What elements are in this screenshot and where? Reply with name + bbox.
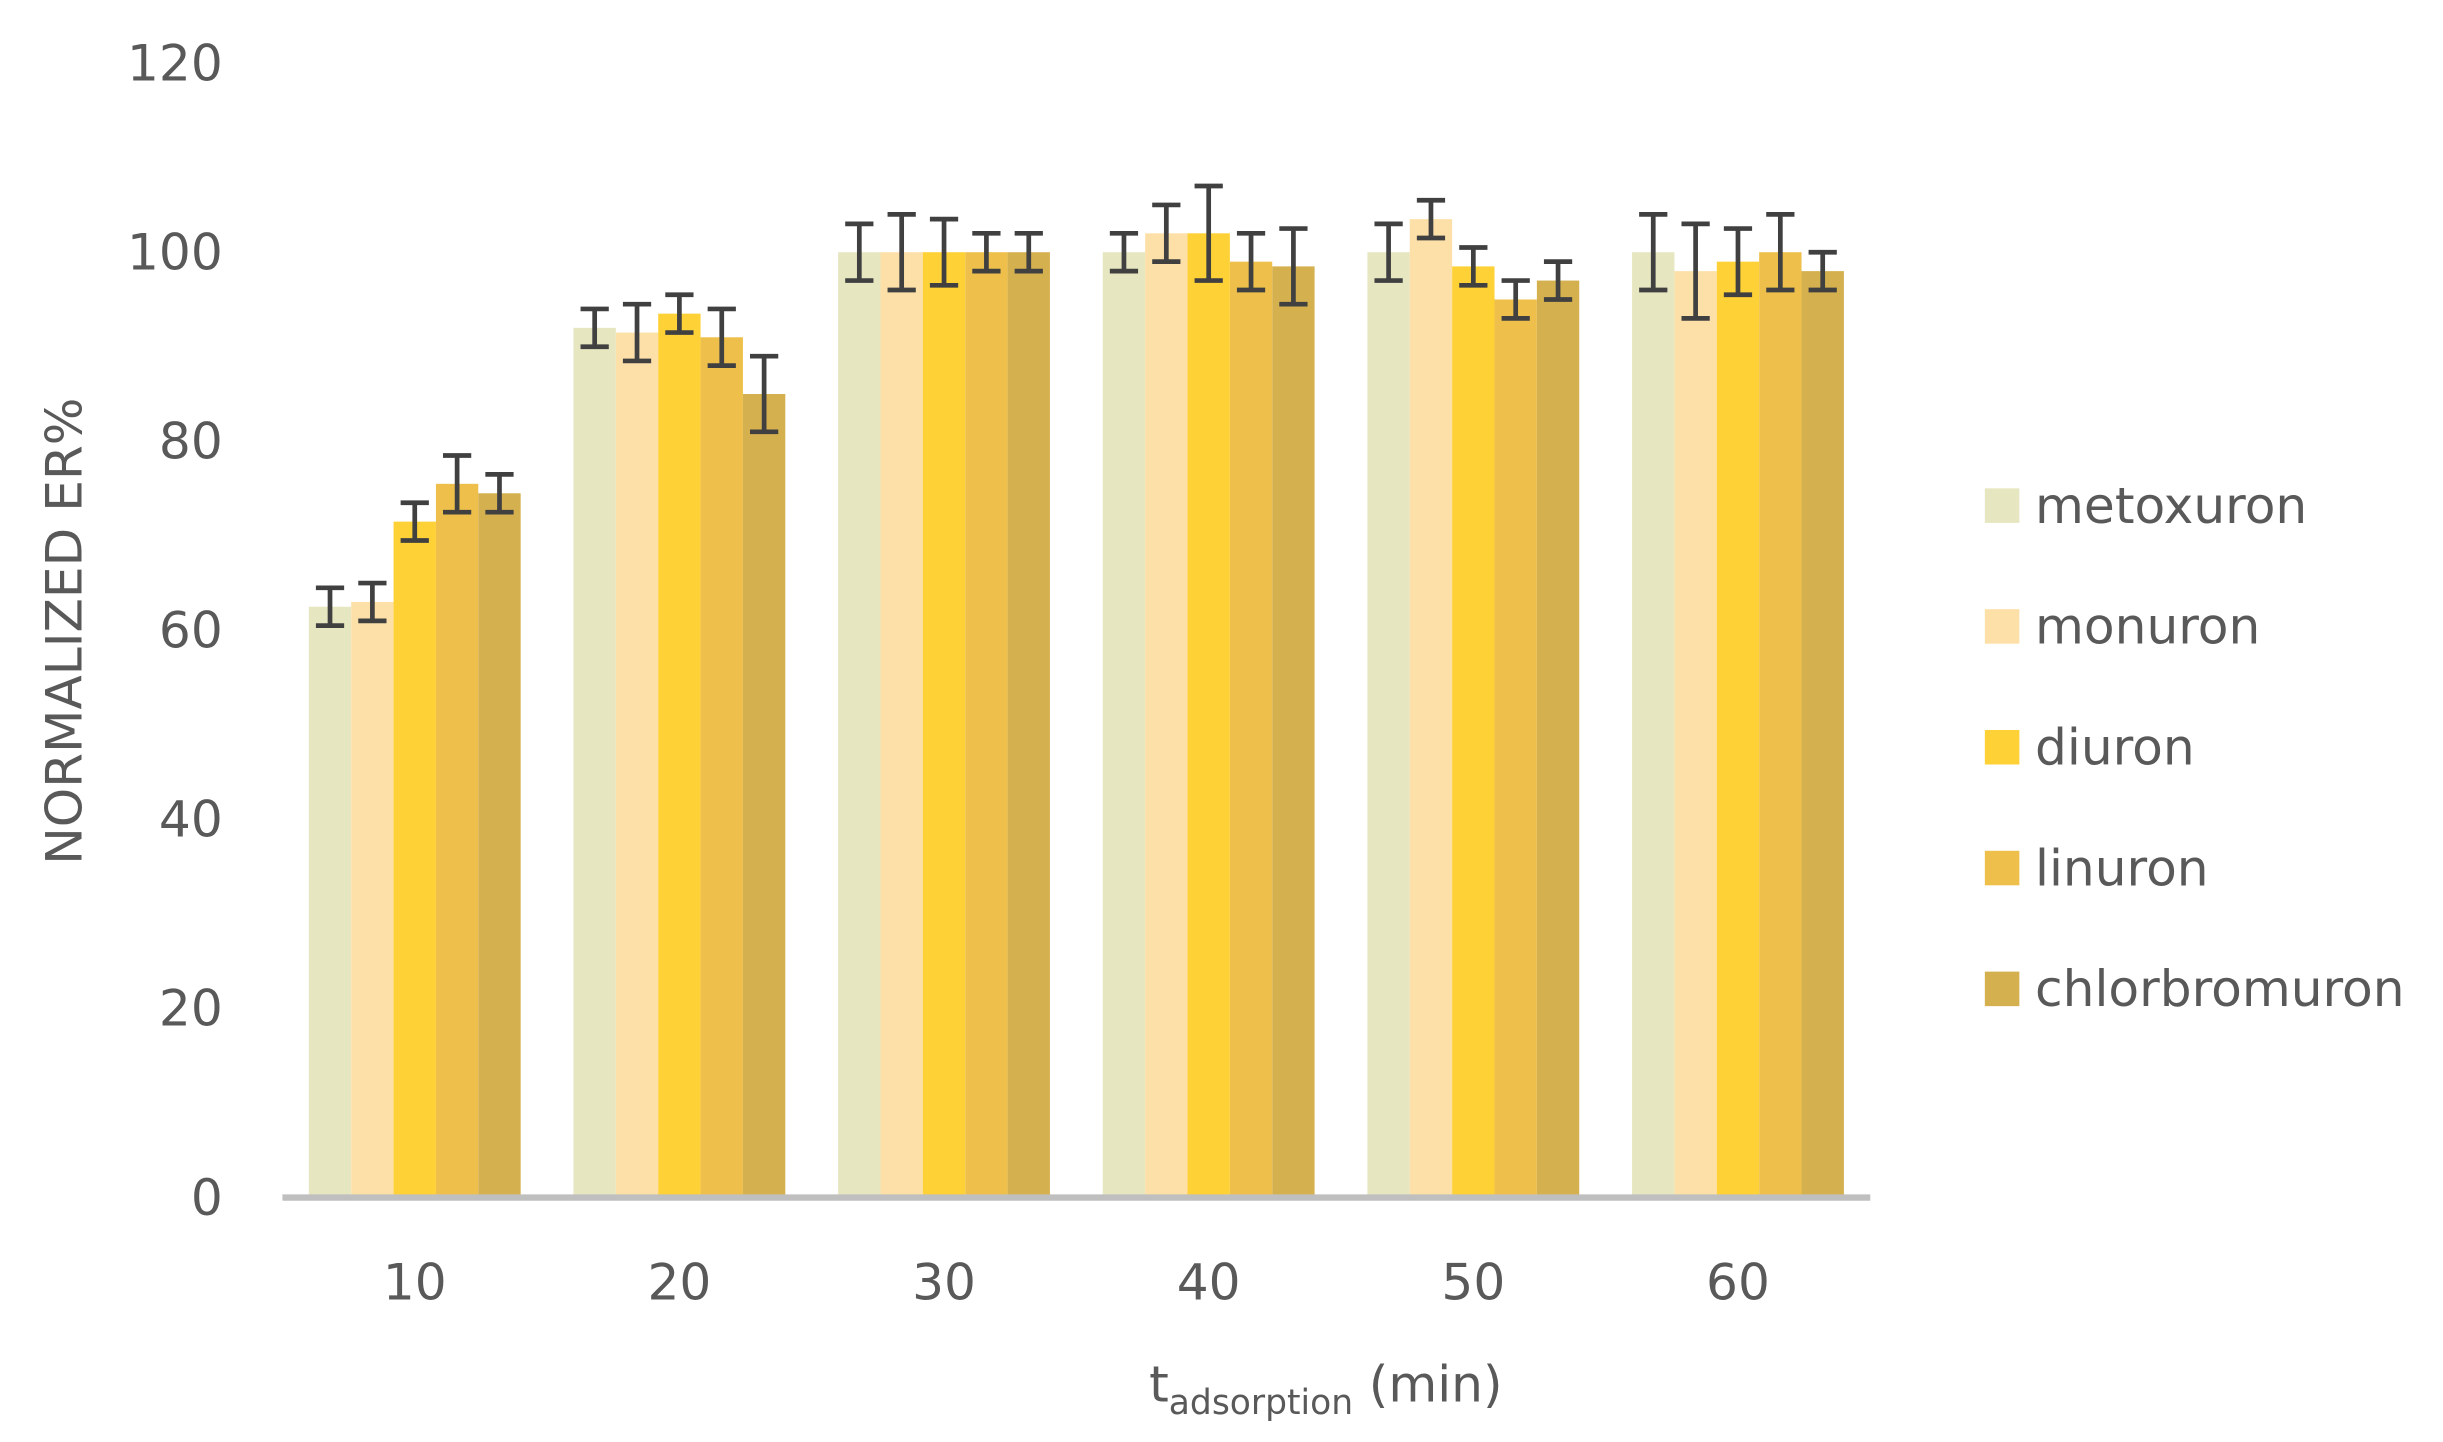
error-bar (750, 353, 779, 435)
x-tick-label: 40 (1177, 1253, 1241, 1312)
error-bar (400, 500, 429, 543)
y-tick-label: 20 (159, 979, 223, 1038)
legend-swatch (1984, 971, 2020, 1007)
error-bar (485, 472, 514, 515)
error-bar (358, 580, 387, 624)
bar (1494, 299, 1537, 1198)
x-tick-label: 10 (383, 1253, 447, 1312)
y-axis-label: NORMALIZED ER% (35, 397, 94, 864)
error-bar (929, 216, 959, 288)
x-label-main: t (1149, 1355, 1169, 1414)
error-bar (1501, 278, 1530, 321)
error-bar (972, 230, 1001, 274)
error-bar (845, 221, 874, 283)
bar (1452, 266, 1495, 1198)
x-tick-label: 30 (912, 1253, 976, 1312)
error-bar (1374, 221, 1403, 283)
legend-swatch (1984, 729, 2020, 765)
error-bar (1109, 230, 1139, 274)
bar (1409, 219, 1453, 1198)
bar (1716, 261, 1760, 1198)
error-bar (1152, 202, 1181, 265)
error-bar (1236, 230, 1266, 293)
legend-label: chlorbromuron (2035, 959, 2405, 1018)
error-bar (1681, 221, 1710, 321)
x-axis-label: tadsorption (min) (1149, 1355, 1502, 1424)
bar (351, 601, 394, 1198)
legend-label: monuron (2035, 597, 2260, 656)
bar (573, 327, 616, 1198)
error-bar (1279, 226, 1308, 307)
legend-swatch (1984, 850, 2020, 886)
y-tick-label: 60 (159, 601, 223, 660)
legend-label: linuron (2035, 838, 2209, 897)
y-tick-label: 100 (127, 222, 223, 281)
bar (922, 252, 966, 1198)
error-bar (1543, 259, 1573, 302)
x-label-suffix: (min) (1369, 1355, 1503, 1414)
error-bar (1766, 212, 1795, 293)
bar (393, 521, 436, 1198)
bar (435, 483, 479, 1198)
y-tick-label: 0 (191, 1168, 223, 1227)
bar (615, 332, 659, 1198)
bar (308, 606, 352, 1198)
bar (742, 394, 786, 1198)
x-label-sub: adsorption (1169, 1383, 1353, 1423)
legend-swatch (1984, 488, 2020, 523)
error-bar (707, 306, 736, 369)
bar (1801, 271, 1844, 1198)
bar (1229, 261, 1273, 1198)
error-bar (1459, 245, 1488, 288)
error-bar (1014, 230, 1043, 274)
bar (965, 252, 1008, 1198)
legend-label: metoxuron (2035, 476, 2307, 535)
bar (838, 252, 881, 1198)
error-bar (1808, 249, 1837, 293)
y-tick-label: 120 (127, 33, 223, 92)
error-bar (1416, 197, 1446, 241)
bar (1674, 271, 1717, 1198)
bar (478, 493, 521, 1198)
y-tick-label: 80 (159, 412, 223, 471)
x-tick-label: 60 (1706, 1253, 1770, 1312)
bar (1536, 280, 1580, 1198)
bar (1187, 233, 1230, 1198)
bar (658, 313, 701, 1198)
bar (1367, 252, 1410, 1198)
error-bar (1639, 212, 1668, 293)
error-bar (580, 306, 609, 350)
x-tick-label: 50 (1441, 1253, 1505, 1312)
bar (1759, 252, 1802, 1198)
bar (1272, 266, 1315, 1198)
legend-label: diuron (2035, 718, 2195, 777)
error-bar (442, 453, 472, 515)
bar (1145, 233, 1188, 1198)
bar (1632, 252, 1675, 1198)
error-bar (1194, 183, 1223, 283)
bar (700, 337, 743, 1198)
bar (1007, 252, 1050, 1198)
legend-swatch (1984, 609, 2020, 644)
error-bar (1723, 226, 1753, 298)
error-bar (665, 292, 694, 335)
error-bar (887, 212, 916, 293)
x-tick-label: 20 (647, 1253, 711, 1312)
y-tick-label: 40 (159, 790, 223, 849)
error-bar (622, 301, 652, 364)
error-bar (315, 585, 345, 628)
bar (1102, 252, 1146, 1198)
bar (880, 252, 923, 1198)
